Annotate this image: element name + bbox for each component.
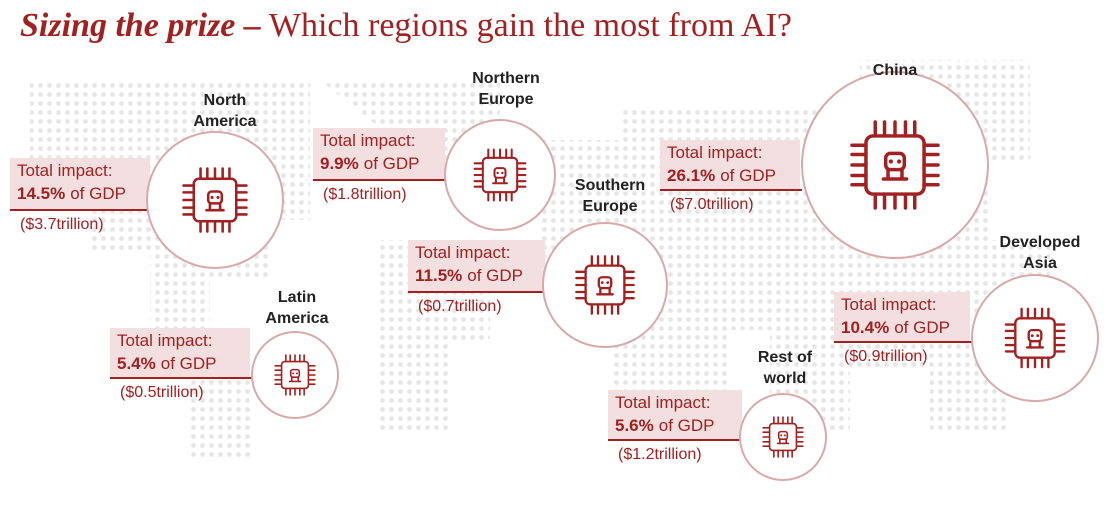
region-circle <box>251 331 339 419</box>
region-name: Europe <box>478 91 533 108</box>
impact-label: Total impact: <box>841 295 936 314</box>
impact-box <box>313 128 445 180</box>
amount: ($3.7trillion) <box>20 216 104 233</box>
percent: 5.4% <box>117 354 156 373</box>
percent: 5.6% <box>615 416 654 435</box>
impact-box <box>110 328 250 378</box>
impact-label: Total impact: <box>17 161 112 180</box>
region-name: America <box>265 310 328 327</box>
suffix: of GDP <box>894 318 950 337</box>
impact-value: 26.1% of GDP <box>667 166 776 185</box>
region-name: Developed <box>1000 234 1081 251</box>
suffix: of GDP <box>720 166 776 185</box>
impact-value: 5.6% of GDP <box>615 416 715 435</box>
impact-label: Total impact: <box>415 243 510 262</box>
region-name: Latin <box>278 289 316 306</box>
suffix: of GDP <box>70 184 126 203</box>
impact-box <box>834 292 970 342</box>
impact-value: 5.4% of GDP <box>117 354 217 373</box>
impact-box <box>660 140 800 190</box>
impact-value: 9.9% of GDP <box>320 154 420 173</box>
percent: 14.5% <box>17 184 65 203</box>
amount: ($1.8trillion) <box>323 186 407 203</box>
impact-label: Total impact: <box>117 331 212 350</box>
impact-value: 10.4% of GDP <box>841 318 950 337</box>
title-text: Which regions gain the most from AI? <box>269 7 792 44</box>
impact-value: 14.5% of GDP <box>17 184 126 203</box>
suffix: of GDP <box>364 154 420 173</box>
region-circle <box>444 119 556 231</box>
amount: ($1.2trillion) <box>618 446 702 463</box>
region-circle <box>739 393 827 481</box>
percent: 9.9% <box>320 154 359 173</box>
impact-box <box>10 158 150 210</box>
amount: ($0.7trillion) <box>418 298 502 315</box>
region-circle <box>801 71 989 259</box>
impact-box <box>408 240 545 292</box>
region-name: America <box>193 113 256 130</box>
impact-label: Total impact: <box>667 143 762 162</box>
region-circle <box>971 274 1099 402</box>
suffix: of GDP <box>161 354 217 373</box>
impact-label: Total impact: <box>320 131 415 150</box>
impact-label: Total impact: <box>615 393 710 412</box>
region-circle <box>146 131 284 269</box>
amount: ($0.9trillion) <box>844 348 928 365</box>
region-name: world <box>763 370 807 387</box>
amount: ($0.5trillion) <box>120 384 204 401</box>
region-name: China <box>873 62 918 79</box>
suffix: of GDP <box>467 266 523 285</box>
impact-box <box>608 390 742 440</box>
region-name: Europe <box>582 198 637 215</box>
region-name: North <box>204 92 247 109</box>
amount: ($7.0trillion) <box>670 196 754 213</box>
percent: 10.4% <box>841 318 889 337</box>
region-name: Northern <box>472 70 540 87</box>
percent: 26.1% <box>667 166 715 185</box>
title: Sizing the prize – Which regions gain the… <box>20 7 792 44</box>
suffix: of GDP <box>659 416 715 435</box>
title-emphasis: Sizing the prize – <box>20 7 261 44</box>
region-name: Rest of <box>758 349 813 366</box>
region-name: Asia <box>1023 255 1057 272</box>
region-name: Southern <box>575 177 645 194</box>
region-circle <box>542 222 668 348</box>
percent: 11.5% <box>415 266 462 285</box>
impact-value: 11.5% of GDP <box>415 266 523 285</box>
